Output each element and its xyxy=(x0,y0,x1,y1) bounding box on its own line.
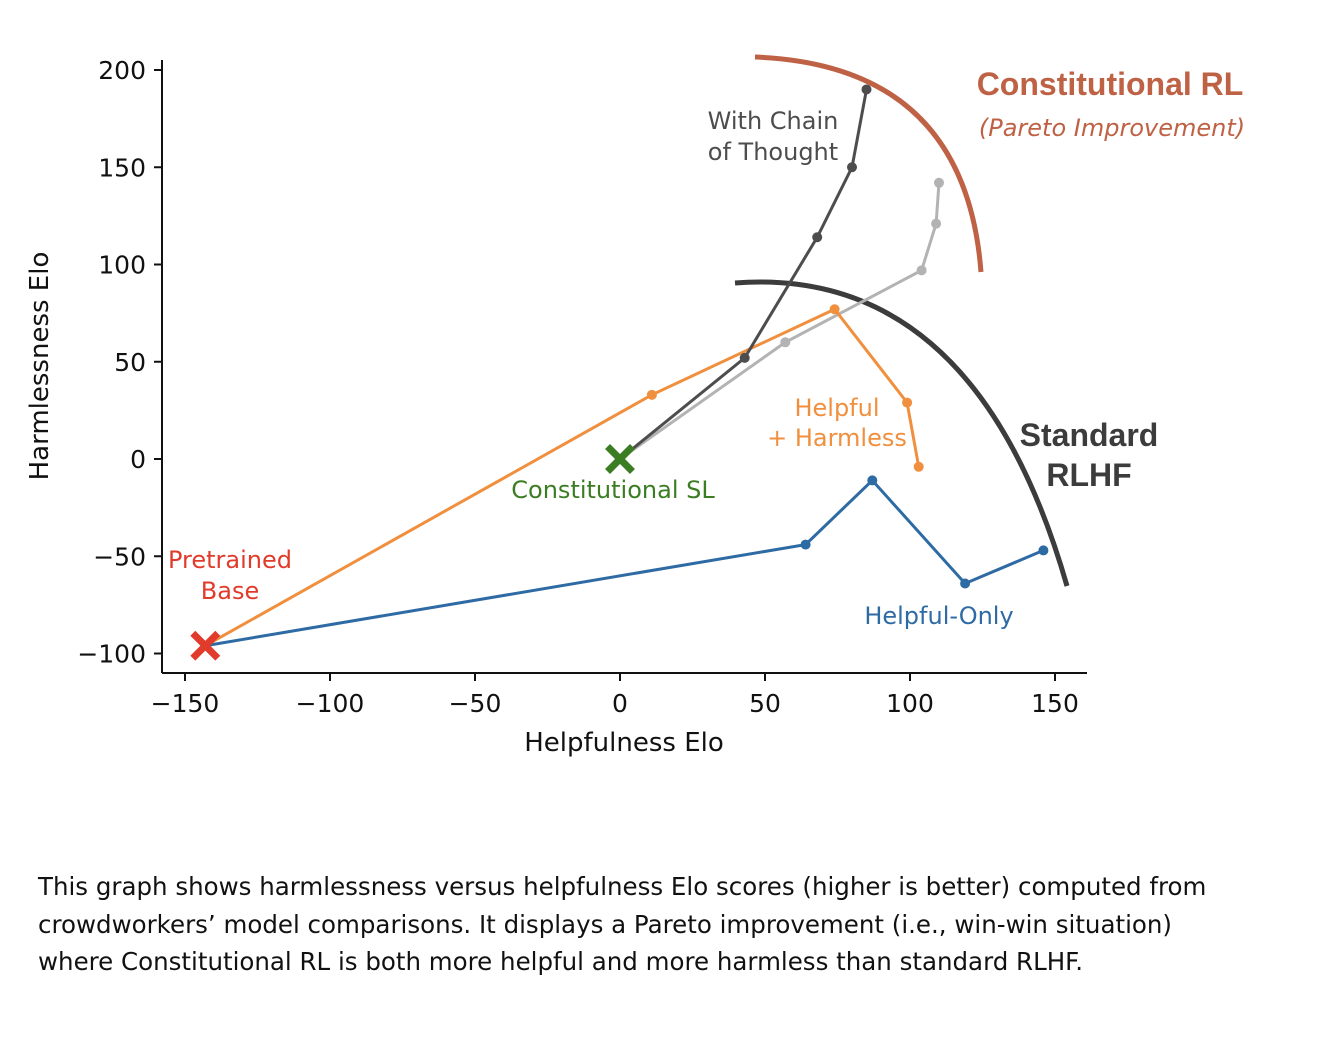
series-point-with-chain-of-thought xyxy=(847,162,857,172)
y-tick-label: 150 xyxy=(98,153,146,182)
x-tick-label: −50 xyxy=(449,689,502,718)
hh-label-line2: + Harmless xyxy=(767,424,907,452)
series-point-gray-variant xyxy=(917,265,927,275)
x-tick-label: 150 xyxy=(1031,689,1079,718)
pareto-chart: −150 −100 −50 0 50 100 150 −100−50050100150200… xyxy=(0,0,1326,860)
series-point-helpful-only xyxy=(801,540,811,550)
x-axis-label: Helpfulness Elo xyxy=(524,728,724,758)
hh-label-line1: Helpful xyxy=(794,394,879,422)
x-tick-label: 50 xyxy=(749,689,781,718)
x-tick-label: −100 xyxy=(296,689,365,718)
series-point-gray-variant xyxy=(931,219,941,229)
series-point-helpful-harmless xyxy=(830,304,840,314)
y-tick-label: −50 xyxy=(93,542,146,571)
y-ticks: −100 −50 0 50 100 150 200 xyxy=(77,56,162,669)
y-tick-label: −100 xyxy=(77,640,146,669)
pretrained-label-line1: Pretrained xyxy=(168,546,292,574)
cot-label-line1: With Chain xyxy=(708,107,839,135)
series-point-with-chain-of-thought xyxy=(862,84,872,94)
series-point-helpful-harmless xyxy=(914,462,924,472)
series-point-helpful-only xyxy=(960,578,970,588)
pareto-improvement-label: (Pareto Improvement) xyxy=(979,114,1245,142)
x-ticks: −150 −100 −50 0 50 100 150 xyxy=(151,673,1079,718)
series-point-gray-variant xyxy=(780,337,790,347)
series-point-gray-variant xyxy=(934,178,944,188)
helpful-only-label: Helpful-Only xyxy=(864,602,1013,630)
cot-label-line2: of Thought xyxy=(708,138,838,166)
y-tick-label: 100 xyxy=(98,251,146,280)
series-point-helpful-only xyxy=(867,475,877,485)
constitutional-sl-label: Constitutional SL xyxy=(511,476,715,504)
pretrained-label-line2: Base xyxy=(201,577,259,605)
series-line-gray-variant xyxy=(620,183,939,459)
series-layer xyxy=(205,84,1048,645)
y-tick-label: 0 xyxy=(130,445,146,474)
series-point-with-chain-of-thought xyxy=(812,232,822,242)
series-point-with-chain-of-thought xyxy=(740,353,750,363)
standard-rlhf-label-line2: RLHF xyxy=(1046,457,1131,493)
standard-rlhf-label-line1: Standard xyxy=(1020,417,1159,453)
constitutional-rl-label: Constitutional RL xyxy=(977,66,1244,102)
y-tick-label: 50 xyxy=(114,348,146,377)
marker-constitutional-sl xyxy=(610,449,630,469)
series-point-helpful-harmless xyxy=(902,398,912,408)
y-axis-label: Harmlessness Elo xyxy=(25,252,55,481)
series-point-helpful-harmless xyxy=(647,390,657,400)
x-tick-label: 0 xyxy=(612,689,628,718)
x-tick-label: −150 xyxy=(151,689,220,718)
series-point-helpful-only xyxy=(1038,545,1048,555)
y-tick-label: 200 xyxy=(98,56,146,85)
x-tick-label: 100 xyxy=(886,689,934,718)
figure-caption: This graph shows harmlessness versus hel… xyxy=(38,868,1238,981)
